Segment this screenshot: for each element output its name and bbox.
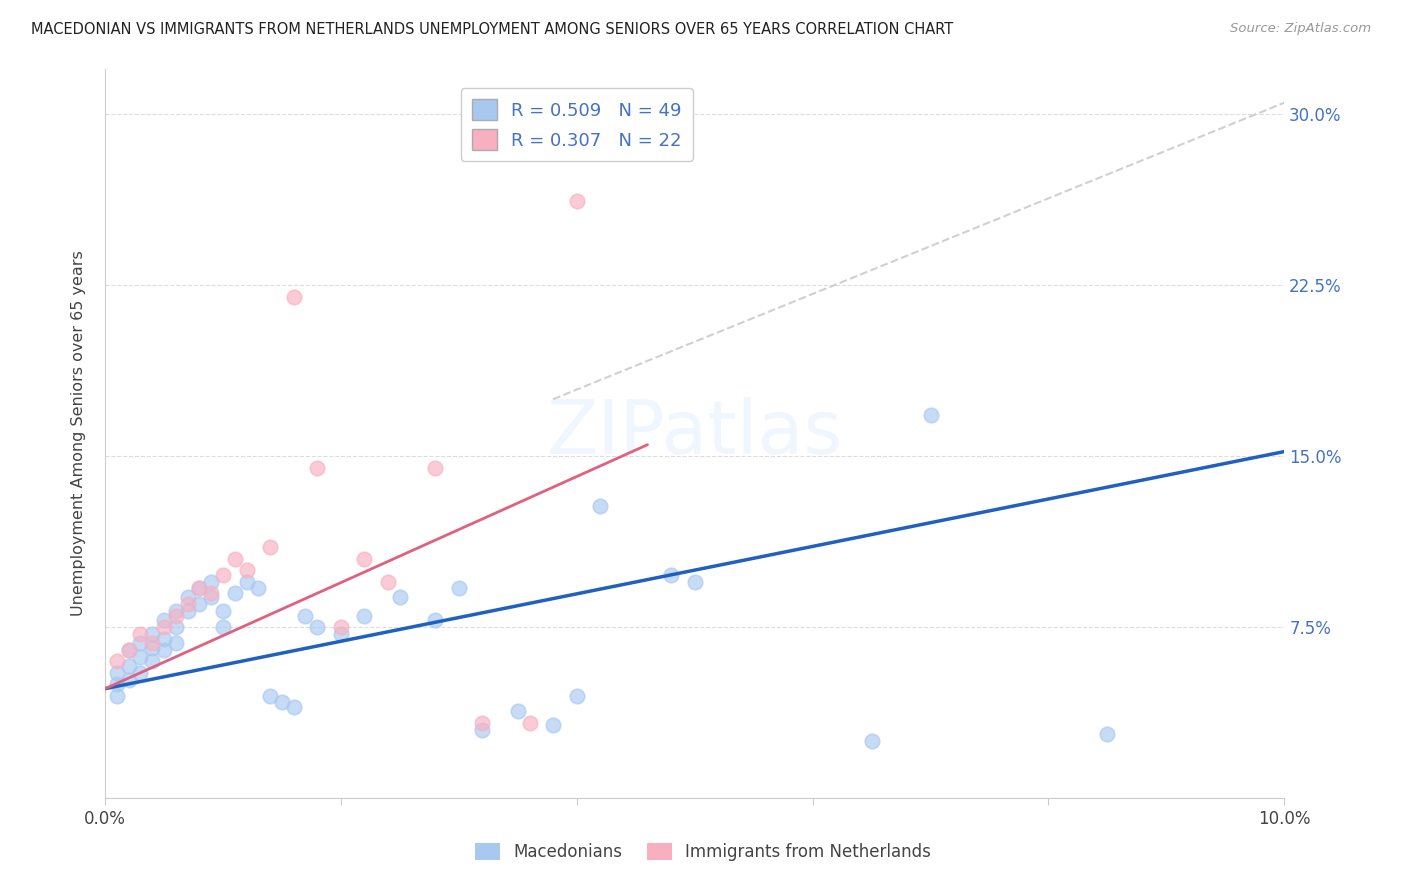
Point [506, 705, 529, 719]
Point [212, 567, 235, 582]
Point [141, 654, 163, 668]
Point [117, 659, 139, 673]
Point [565, 689, 588, 703]
Point [129, 665, 152, 680]
Point [153, 632, 176, 646]
Point [377, 574, 399, 589]
Point [329, 627, 352, 641]
Point [224, 586, 246, 600]
Point [176, 604, 198, 618]
Point [153, 613, 176, 627]
Point [141, 640, 163, 655]
Point [176, 598, 198, 612]
Point [153, 643, 176, 657]
Point [105, 665, 128, 680]
Point [283, 700, 305, 714]
Point [129, 627, 152, 641]
Point [329, 620, 352, 634]
Legend: R = 0.509   N = 49, R = 0.307   N = 22: R = 0.509 N = 49, R = 0.307 N = 22 [461, 88, 693, 161]
Point [519, 715, 541, 730]
Point [565, 194, 588, 208]
Point [153, 620, 176, 634]
Point [188, 582, 211, 596]
Point [353, 608, 375, 623]
Point [259, 541, 281, 555]
Point [165, 608, 187, 623]
Point [165, 636, 187, 650]
Point [117, 643, 139, 657]
Point [247, 582, 270, 596]
Point [471, 723, 494, 737]
Point [105, 677, 128, 691]
Text: Source: ZipAtlas.com: Source: ZipAtlas.com [1230, 22, 1371, 36]
Point [117, 643, 139, 657]
Point [541, 718, 564, 732]
Text: MACEDONIAN VS IMMIGRANTS FROM NETHERLANDS UNEMPLOYMENT AMONG SENIORS OVER 65 YEA: MACEDONIAN VS IMMIGRANTS FROM NETHERLAND… [31, 22, 953, 37]
Point [283, 289, 305, 303]
Point [294, 608, 316, 623]
Point [117, 673, 139, 687]
Point [200, 591, 222, 605]
Point [235, 563, 257, 577]
Point [259, 689, 281, 703]
Point [129, 649, 152, 664]
Point [224, 551, 246, 566]
Point [307, 460, 329, 475]
Point [165, 620, 187, 634]
Y-axis label: Unemployment Among Seniors over 65 years: Unemployment Among Seniors over 65 years [72, 251, 86, 616]
Point [920, 408, 942, 422]
Point [307, 620, 329, 634]
Point [270, 695, 292, 709]
Point [353, 551, 375, 566]
Point [200, 586, 222, 600]
Point [235, 574, 257, 589]
Point [471, 715, 494, 730]
Point [176, 591, 198, 605]
Point [200, 574, 222, 589]
Point [388, 591, 411, 605]
Point [212, 604, 235, 618]
Point [589, 500, 612, 514]
Point [425, 613, 447, 627]
Text: ZIPatlas: ZIPatlas [547, 397, 842, 470]
Point [212, 620, 235, 634]
Point [1097, 727, 1119, 741]
Point [659, 567, 682, 582]
Point [141, 636, 163, 650]
Point [425, 460, 447, 475]
Point [129, 636, 152, 650]
Point [188, 598, 211, 612]
Point [141, 627, 163, 641]
Point [447, 582, 470, 596]
Legend: Macedonians, Immigrants from Netherlands: Macedonians, Immigrants from Netherlands [468, 836, 938, 868]
Point [683, 574, 706, 589]
Point [105, 689, 128, 703]
Point [165, 604, 187, 618]
Point [105, 654, 128, 668]
Point [188, 582, 211, 596]
Point [860, 734, 883, 748]
